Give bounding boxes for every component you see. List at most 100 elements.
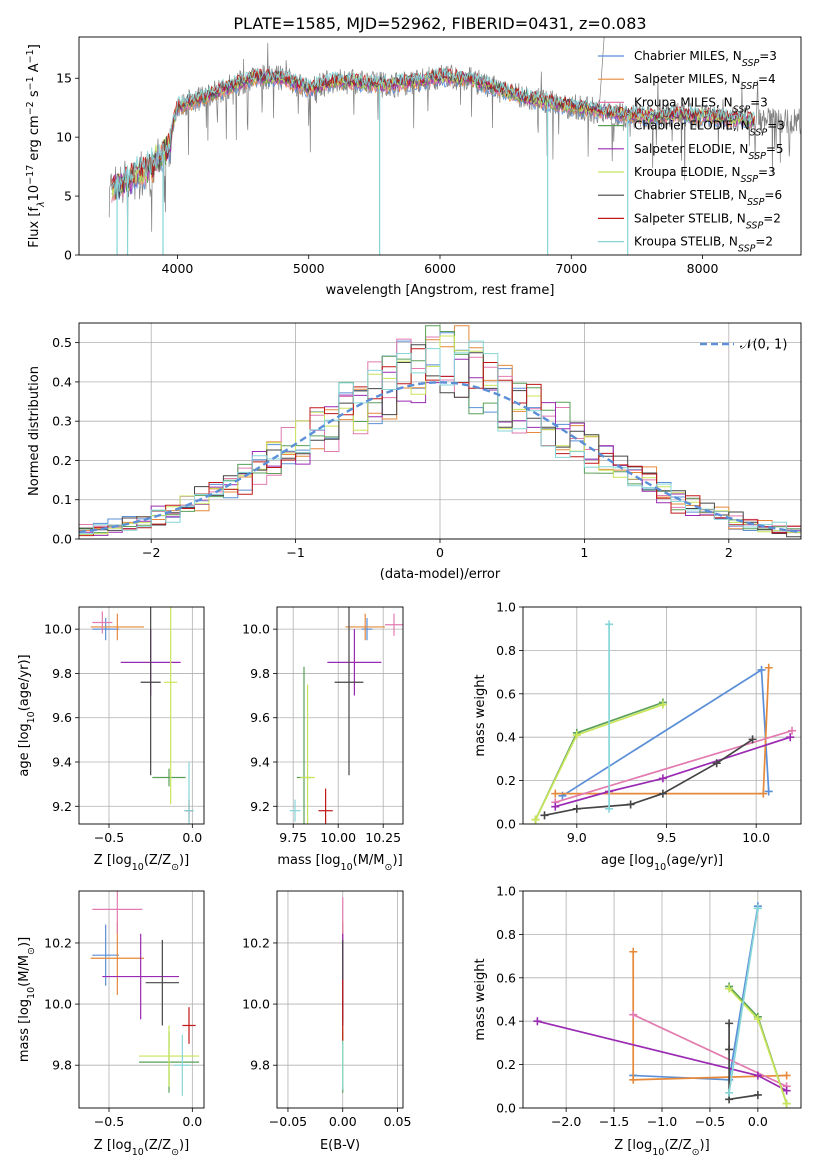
y-tick-label: 9.8 (250, 666, 270, 681)
x-tick-label: −0.5 (94, 830, 124, 845)
label-part: SSP (747, 197, 765, 208)
x-axis-label: Z [log10(Z/Z⊙)] (94, 853, 189, 873)
label-part: SSP (746, 220, 764, 231)
y-tick-label: 10.0 (44, 622, 72, 637)
weight-marker (533, 1017, 542, 1026)
axes-frame (276, 606, 404, 825)
label-part: =5 (766, 142, 784, 156)
y-axis-label: age [log10(age/yr)] (17, 654, 37, 776)
y-axis-label: mass weight (473, 958, 488, 1040)
y-tick-label: 9.8 (52, 666, 72, 681)
plot-area (90, 891, 199, 1096)
axes-mass-vs-EBV: −0.05 0.00 0.05 9.8 10.0 10.2 E(B-V) (242, 890, 412, 1153)
weight-marker (725, 1088, 734, 1097)
x-tick-label: 0.0 (182, 830, 202, 845)
weight-marker (757, 665, 766, 674)
label-part: SSP (733, 104, 751, 115)
y-tick-label: 10.0 (44, 997, 72, 1012)
y-tick-label: 9.8 (250, 1058, 270, 1073)
legend-entry: Kroupa ELODIE, NSSP=3 (634, 165, 776, 185)
label-part: 10 (26, 987, 37, 999)
label-part: mass [log (17, 999, 32, 1062)
x-tick-label: 0.0 (748, 1114, 768, 1129)
axes-frame (78, 36, 802, 256)
y-tick-label: 0.0 (52, 532, 72, 547)
plot-area (531, 620, 797, 824)
weight-line (632, 1013, 787, 1088)
axes-weight-vs-age: 9.0 9.5 10.0 0.0 0.2 0.4 0.6 0.8 1.0 age [log10(a… (473, 600, 802, 873)
label-part: Kroupa ELODIE, N (634, 165, 741, 179)
label-part: (Z/Z (664, 1138, 691, 1153)
y-tick-label: 0.6 (496, 970, 516, 985)
x-tick-label: 4000 (162, 261, 194, 276)
y-tick-label: 0.2 (496, 773, 516, 788)
weight-marker (629, 1010, 638, 1019)
label-part: mass weight (473, 674, 488, 756)
label-part: 10 (654, 862, 666, 873)
label-part: )] (179, 1138, 189, 1153)
y-tick-label: 15 (56, 71, 72, 86)
label-part: ⊙ (26, 947, 37, 955)
label-part: −2 (25, 101, 36, 115)
y-tick-label: 0.0 (496, 817, 516, 832)
label-part: =6 (764, 188, 782, 202)
legend-entry: Chabrier ELODIE, NSSP=3 (634, 119, 785, 139)
weight-marker (551, 789, 560, 798)
label-part: (data-model)/error (380, 567, 501, 582)
label-part: A (27, 63, 42, 76)
label-part: Salpeter MILES, N (634, 72, 741, 86)
axes-frame (78, 322, 802, 540)
plot-area (79, 325, 801, 538)
weight-marker (626, 800, 635, 809)
x-tick-label: −1.0 (647, 1114, 677, 1129)
label-part: mass [log (277, 853, 340, 868)
y-axis-label: mass weight (473, 674, 488, 756)
weight-marker (605, 620, 614, 629)
y-tick-label: 10.0 (242, 622, 270, 637)
model-kroupa-stelib (111, 66, 755, 195)
label-part: 10 (132, 1147, 144, 1158)
label-part: SSP (748, 150, 766, 161)
weight-marker (786, 733, 795, 742)
label-part: −17 (25, 165, 36, 185)
weight-line (728, 908, 759, 1093)
label-part: )] (700, 1138, 710, 1153)
label-part: Kroupa MILES, N (634, 95, 733, 109)
label-part: Z [log (94, 853, 132, 868)
y-tick-label: 0.6 (496, 686, 516, 701)
label-part: Chabrier ELODIE, N (634, 119, 750, 133)
x-tick-label: 10.00 (320, 830, 356, 845)
label-part: 10 (26, 711, 37, 723)
x-tick-label: −1 (286, 545, 304, 560)
weight-line (633, 906, 759, 1081)
weight-marker (551, 802, 560, 811)
y-tick-label: 1.0 (496, 600, 516, 615)
x-axis-label: wavelength [Angstrom, rest frame] (326, 283, 555, 298)
label-part: SSP (741, 174, 759, 185)
axes-frame (522, 890, 802, 1109)
label-part: Kroupa STELIB, N (634, 235, 738, 249)
weight-marker (748, 735, 757, 744)
label-part: ⊙ (385, 862, 393, 873)
histogram-chabrier-elodie (79, 325, 801, 534)
y-tick-label: 9.2 (52, 799, 72, 814)
x-tick-label: 0.00 (329, 1114, 357, 1129)
label-part: (age/yr)] (666, 853, 723, 868)
plot-area (108, 37, 801, 255)
label-part: Flux [f (27, 207, 42, 248)
x-axis-label: (data-model)/error (380, 567, 501, 582)
weight-marker (725, 984, 734, 993)
label-part: 10 (652, 1147, 664, 1158)
label-part: Salpeter STELIB, N (634, 211, 746, 225)
y-tick-label: 9.6 (250, 710, 270, 725)
axes-age-vs-Z: −0.5 0.09.29.49.69.810.0Z [log10(Z/Z⊙)]ag… (17, 606, 205, 873)
y-tick-label: 0.1 (52, 492, 72, 507)
label-part: 10 (341, 862, 353, 873)
x-tick-label: 0.05 (384, 1114, 412, 1129)
x-axis-label: Z [log10(Z/Z⊙)] (94, 1138, 189, 1158)
label-part: age [log (601, 853, 654, 868)
label-part: (age/yr)] (17, 654, 32, 711)
axes-age-vs-mass: 9.75 10.00 10.25 9.2 9.4 9.6 9.8 10.0 mass [log1… (242, 606, 404, 873)
x-tick-label: 8000 (687, 261, 719, 276)
